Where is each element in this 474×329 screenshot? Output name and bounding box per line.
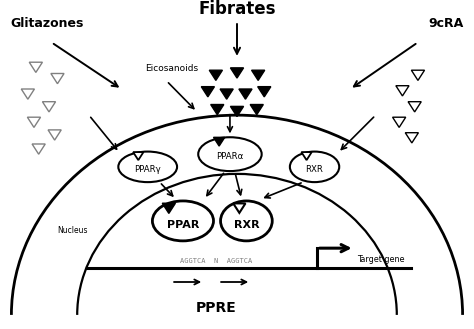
Ellipse shape [290, 152, 339, 182]
Polygon shape [230, 106, 244, 116]
Polygon shape [42, 102, 55, 112]
Ellipse shape [220, 201, 272, 241]
Text: Eicosanoids: Eicosanoids [146, 63, 199, 73]
Polygon shape [250, 105, 264, 115]
Text: Nucleus: Nucleus [57, 226, 88, 235]
Polygon shape [408, 102, 421, 112]
Polygon shape [201, 87, 214, 97]
Text: PPRE: PPRE [195, 301, 236, 315]
Polygon shape [133, 152, 144, 160]
Polygon shape [230, 68, 244, 78]
Text: AGGTCA  N  AGGTCA: AGGTCA N AGGTCA [180, 258, 252, 264]
Polygon shape [27, 117, 41, 127]
Polygon shape [51, 73, 64, 84]
Polygon shape [48, 130, 61, 140]
Polygon shape [220, 89, 233, 99]
Polygon shape [396, 86, 409, 96]
Polygon shape [411, 70, 425, 80]
Text: 9cRA: 9cRA [428, 17, 464, 30]
Polygon shape [213, 137, 225, 146]
Polygon shape [29, 62, 42, 72]
Polygon shape [392, 117, 406, 127]
Polygon shape [21, 89, 35, 99]
Polygon shape [32, 144, 45, 154]
Ellipse shape [118, 152, 177, 182]
Text: PPARγ: PPARγ [134, 165, 161, 174]
Text: RXR: RXR [306, 165, 323, 174]
Polygon shape [209, 70, 222, 80]
Text: PPARα: PPARα [216, 152, 244, 162]
Text: Glitazones: Glitazones [10, 17, 84, 30]
Polygon shape [233, 203, 246, 213]
Ellipse shape [153, 201, 213, 241]
Text: Fibrates: Fibrates [198, 0, 276, 18]
Polygon shape [258, 87, 271, 97]
Text: Target gene: Target gene [357, 255, 404, 264]
Polygon shape [162, 203, 175, 214]
Polygon shape [405, 133, 419, 143]
Text: RXR: RXR [234, 220, 259, 230]
Text: PPAR: PPAR [167, 220, 199, 230]
Polygon shape [210, 105, 224, 115]
Ellipse shape [198, 137, 262, 171]
Polygon shape [301, 152, 312, 160]
Polygon shape [252, 70, 265, 80]
Polygon shape [239, 89, 252, 99]
